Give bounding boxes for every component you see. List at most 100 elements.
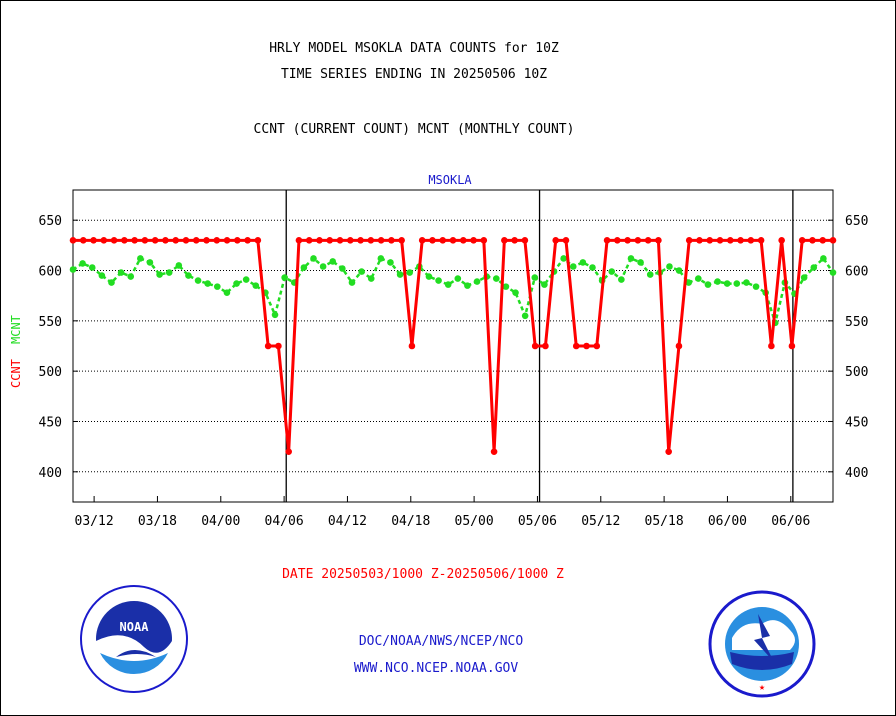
data-point-ccnt <box>614 237 621 244</box>
data-point-ccnt <box>69 237 77 244</box>
data-point-mcnt <box>810 264 818 271</box>
footer-org: DOC/NOAA/NWS/NCEP/NCO <box>359 634 524 649</box>
data-point-ccnt <box>223 237 231 244</box>
data-point-mcnt <box>646 271 654 278</box>
data-point-ccnt <box>449 237 457 244</box>
data-point-mcnt <box>608 268 616 275</box>
data-point-mcnt <box>637 259 644 266</box>
data-point-mcnt <box>406 269 414 276</box>
chart-title-line2: TIME SERIES ENDING IN 20250506 10Z <box>281 67 547 82</box>
y-tick-label-left: 600 <box>39 265 62 280</box>
data-point-ccnt <box>501 237 508 244</box>
y-tick-label-left: 500 <box>39 365 62 380</box>
series-group <box>69 237 837 455</box>
data-point-ccnt <box>603 237 611 244</box>
data-point-ccnt <box>572 342 580 350</box>
data-point-ccnt <box>675 342 683 350</box>
data-point-mcnt <box>79 260 86 267</box>
data-point-mcnt <box>541 281 548 288</box>
data-point-mcnt <box>242 276 250 283</box>
data-point-ccnt <box>110 237 118 244</box>
footer-url: WWW.NCO.NCEP.NOAA.GOV <box>354 661 519 676</box>
data-point-mcnt <box>464 282 471 289</box>
data-point-mcnt <box>560 255 567 262</box>
data-point-mcnt <box>569 263 577 270</box>
data-point-mcnt <box>396 271 404 278</box>
data-point-ccnt <box>552 237 560 244</box>
data-point-mcnt <box>589 264 596 271</box>
data-point-mcnt <box>281 274 288 281</box>
data-point-ccnt <box>305 237 313 244</box>
data-point-ccnt <box>706 237 714 244</box>
data-point-mcnt <box>367 275 375 282</box>
data-point-ccnt <box>203 237 210 244</box>
plot-frame <box>72 189 834 503</box>
data-point-ccnt <box>439 237 447 244</box>
data-point-ccnt <box>90 237 97 244</box>
data-point-ccnt <box>665 448 672 455</box>
data-point-mcnt <box>214 283 221 290</box>
data-point-ccnt <box>254 237 262 244</box>
data-point-mcnt <box>695 275 702 282</box>
data-point-ccnt <box>511 237 518 244</box>
data-point-ccnt <box>716 237 724 244</box>
data-point-mcnt <box>300 264 308 271</box>
data-point-ccnt <box>480 237 488 244</box>
data-point-mcnt <box>387 259 394 266</box>
chart-title-line1: HRLY MODEL MSOKLA DATA COUNTS for 10Z <box>269 41 559 56</box>
x-tick-label: 04/00 <box>201 514 240 529</box>
x-tick-label: 04/18 <box>391 514 430 529</box>
data-point-mcnt <box>117 269 125 276</box>
x-tick-label: 05/00 <box>455 514 494 529</box>
data-point-ccnt <box>234 237 241 244</box>
y-tick-label-right: 450 <box>845 415 868 430</box>
data-point-ccnt <box>213 237 221 244</box>
data-point-ccnt <box>162 237 169 244</box>
data-point-mcnt <box>492 275 500 282</box>
data-point-mcnt <box>752 283 760 290</box>
series-mcnt <box>69 255 837 327</box>
data-point-mcnt <box>454 275 462 282</box>
data-point-ccnt <box>593 342 601 350</box>
x-tick-label: 03/12 <box>75 514 114 529</box>
y-axis-label-mcnt: MCNT <box>9 315 23 344</box>
x-tick-label: 04/06 <box>265 514 304 529</box>
data-point-ccnt <box>459 237 467 244</box>
data-point-mcnt <box>521 312 529 320</box>
data-point-mcnt <box>339 265 346 272</box>
x-tick-label: 05/18 <box>645 514 684 529</box>
data-point-mcnt <box>204 280 211 287</box>
data-point-mcnt <box>194 277 202 284</box>
data-point-mcnt <box>108 279 115 286</box>
data-point-ccnt <box>398 237 405 244</box>
data-point-ccnt <box>429 237 436 244</box>
data-point-ccnt <box>768 342 775 350</box>
data-point-ccnt <box>326 237 334 244</box>
x-tick-label: 05/12 <box>581 514 620 529</box>
data-point-ccnt <box>542 342 549 350</box>
data-point-mcnt <box>800 274 808 281</box>
data-point-ccnt <box>182 237 190 244</box>
data-point-mcnt <box>435 277 442 284</box>
plot-label: MSOKLA <box>428 173 472 187</box>
data-point-mcnt <box>233 280 240 287</box>
data-point-mcnt <box>820 255 827 262</box>
series-ccnt <box>69 237 837 455</box>
data-point-ccnt <box>747 237 755 244</box>
data-point-ccnt <box>726 237 734 244</box>
data-point-mcnt <box>137 255 144 262</box>
data-point-mcnt <box>329 258 337 265</box>
data-point-mcnt <box>473 278 481 285</box>
data-point-mcnt <box>377 255 385 262</box>
data-point-mcnt <box>358 268 365 275</box>
data-point-mcnt <box>444 281 452 288</box>
data-point-mcnt <box>310 255 317 262</box>
data-point-mcnt <box>319 263 327 270</box>
svg-text:★: ★ <box>759 682 765 693</box>
data-point-mcnt <box>252 282 260 289</box>
data-point-mcnt <box>502 283 510 290</box>
x-tick-label: 03/18 <box>138 514 177 529</box>
noaa-logo-name: NOAA <box>120 620 150 634</box>
data-point-ccnt <box>819 237 827 244</box>
data-point-ccnt <box>809 237 816 244</box>
